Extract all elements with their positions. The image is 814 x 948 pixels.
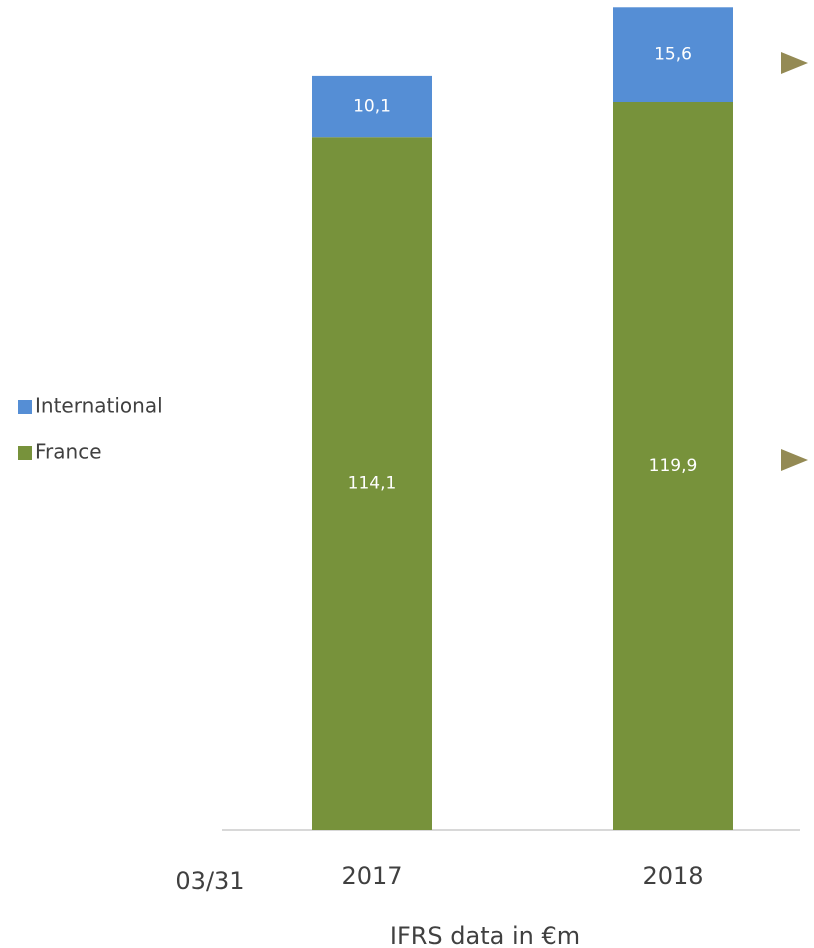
data-label: 15,6 (654, 45, 692, 65)
x-axis-label: IFRS data in €m (390, 922, 580, 948)
legend-swatch (18, 446, 32, 460)
data-label: 119,9 (649, 456, 698, 476)
data-label: 114,1 (348, 474, 397, 494)
legend-label: International (35, 394, 163, 418)
arrow-icon (781, 52, 808, 74)
legend-swatch (18, 400, 32, 414)
x-tick-label: 2017 (341, 862, 402, 890)
bar-segment (613, 7, 733, 103)
bar-segment (613, 102, 733, 830)
annotation: 03/31 (175, 867, 244, 895)
bar-segment (312, 137, 432, 830)
x-tick-label: 2018 (642, 862, 703, 890)
legend-label: France (35, 440, 102, 464)
bar-segment (312, 75, 432, 138)
data-label: 10,1 (353, 97, 391, 117)
arrow-icon (781, 449, 808, 471)
